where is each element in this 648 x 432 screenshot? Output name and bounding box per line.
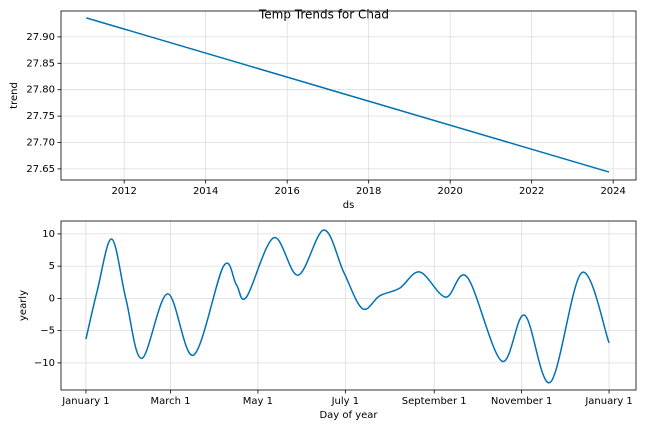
y-tick-label: 0 [49, 293, 55, 304]
y-tick-label: 27.70 [26, 138, 55, 149]
y-tick-label: −5 [40, 326, 55, 337]
plot-frame [60, 10, 637, 181]
x-tick-label: January 1 [584, 396, 632, 407]
x-tick-label: July 1 [331, 396, 360, 407]
x-axis-label: Day of year [319, 410, 378, 421]
y-tick-label: 27.75 [26, 111, 55, 122]
x-tick-label: March 1 [150, 396, 190, 407]
trend-line [86, 17, 610, 173]
x-tick-label: 2018 [356, 186, 381, 197]
y-tick-label: 5 [49, 261, 55, 272]
x-tick-label: 2020 [437, 186, 462, 197]
y-axis-label: yearly [18, 290, 29, 321]
x-tick-label: May 1 [243, 396, 273, 407]
y-tick-label: 27.65 [26, 164, 55, 175]
y-axis-label: trend [9, 82, 20, 109]
y-tick-label: 27.80 [26, 85, 55, 96]
trend-line [85, 229, 610, 384]
y-tick-label: −10 [34, 358, 55, 369]
y-tick-label: 10 [42, 229, 55, 240]
chart-title: Temp Trends for Chad [258, 8, 389, 22]
x-tick-label: 2024 [600, 186, 625, 197]
x-tick-label: 2022 [519, 186, 544, 197]
x-axis-label: ds [343, 200, 355, 211]
plot-frame [60, 220, 637, 391]
x-tick-label: 2014 [193, 186, 218, 197]
y-tick-label: 27.90 [26, 32, 55, 43]
x-tick-label: September 1 [402, 396, 467, 407]
y-tick-label: 27.85 [26, 58, 55, 69]
x-tick-label: November 1 [491, 396, 553, 407]
x-tick-label: January 1 [61, 396, 109, 407]
x-tick-label: 2012 [111, 186, 136, 197]
x-tick-label: 2016 [274, 186, 299, 197]
